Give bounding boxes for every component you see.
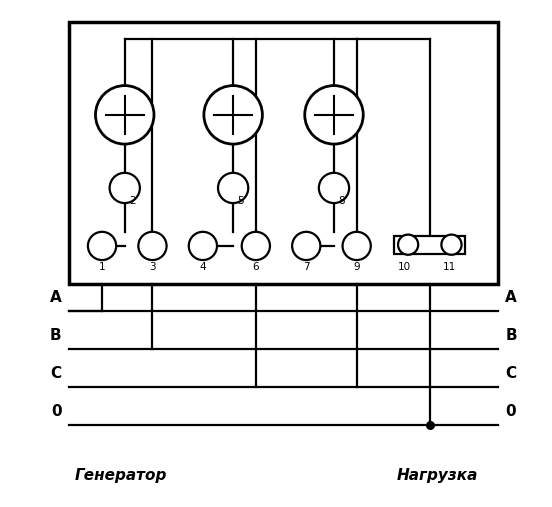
Circle shape [442, 235, 461, 255]
Text: A: A [506, 291, 517, 305]
Text: Нагрузка: Нагрузка [396, 468, 477, 483]
Text: B: B [50, 328, 62, 343]
Text: 1: 1 [99, 262, 105, 272]
Text: 0: 0 [506, 404, 516, 419]
Text: 9: 9 [353, 262, 360, 272]
Circle shape [242, 232, 270, 260]
Circle shape [292, 232, 320, 260]
Text: C: C [506, 366, 517, 381]
Circle shape [305, 86, 363, 144]
Circle shape [189, 232, 217, 260]
Circle shape [204, 86, 262, 144]
Circle shape [88, 232, 116, 260]
Text: 11: 11 [442, 262, 455, 272]
Circle shape [139, 232, 167, 260]
Text: 10: 10 [398, 262, 411, 272]
Text: 5: 5 [237, 196, 244, 205]
Text: 0: 0 [51, 404, 62, 419]
Bar [395, 236, 465, 254]
Circle shape [398, 235, 418, 255]
Circle shape [218, 173, 248, 203]
Text: 3: 3 [149, 262, 156, 272]
Circle shape [95, 86, 154, 144]
Text: B: B [506, 328, 517, 343]
Circle shape [343, 232, 371, 260]
Text: C: C [51, 366, 62, 381]
Text: A: A [50, 291, 62, 305]
Text: 4: 4 [200, 262, 206, 272]
Text: 6: 6 [252, 262, 259, 272]
Text: Генератор: Генератор [75, 468, 167, 483]
Text: 2: 2 [129, 196, 136, 205]
Text: 7: 7 [303, 262, 310, 272]
Text: 8: 8 [338, 196, 345, 205]
Circle shape [110, 173, 140, 203]
Bar [69, 22, 498, 284]
Circle shape [319, 173, 349, 203]
